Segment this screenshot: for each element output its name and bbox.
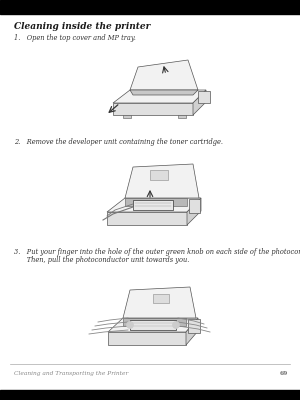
Polygon shape — [130, 90, 198, 95]
Polygon shape — [113, 103, 193, 115]
Circle shape — [172, 322, 179, 328]
Bar — [198, 91, 210, 103]
Polygon shape — [130, 320, 176, 330]
Polygon shape — [125, 198, 187, 206]
Text: 69: 69 — [280, 371, 288, 376]
Polygon shape — [108, 318, 198, 332]
Text: Cleaning and Transporting the Printer: Cleaning and Transporting the Printer — [14, 371, 128, 376]
Bar — [150, 170, 168, 180]
Polygon shape — [187, 198, 201, 225]
Bar — [188, 319, 200, 333]
Polygon shape — [186, 318, 198, 345]
Circle shape — [127, 322, 134, 328]
Bar — [189, 199, 200, 213]
Text: 2.   Remove the developer unit containing the toner cartridge.: 2. Remove the developer unit containing … — [14, 138, 223, 146]
Polygon shape — [193, 90, 206, 115]
Bar — [123, 115, 131, 118]
Bar — [153, 294, 169, 303]
Text: 1.   Open the top cover and MP tray.: 1. Open the top cover and MP tray. — [14, 34, 136, 42]
Polygon shape — [133, 200, 173, 210]
Text: 3.   Put your finger into the hole of the outer green knob on each side of the p: 3. Put your finger into the hole of the … — [14, 248, 300, 256]
Polygon shape — [107, 212, 187, 225]
Text: Cleaning inside the printer: Cleaning inside the printer — [14, 22, 150, 31]
Polygon shape — [107, 198, 201, 212]
Polygon shape — [125, 164, 199, 198]
Polygon shape — [113, 90, 206, 103]
Polygon shape — [108, 332, 186, 345]
Text: Then, pull the photoconductor unit towards you.: Then, pull the photoconductor unit towar… — [14, 256, 189, 264]
Polygon shape — [130, 60, 198, 90]
Polygon shape — [123, 318, 186, 326]
Polygon shape — [123, 287, 196, 318]
Bar — [0, 0, 300, 14]
Bar — [178, 115, 186, 118]
Bar — [0, 390, 300, 400]
